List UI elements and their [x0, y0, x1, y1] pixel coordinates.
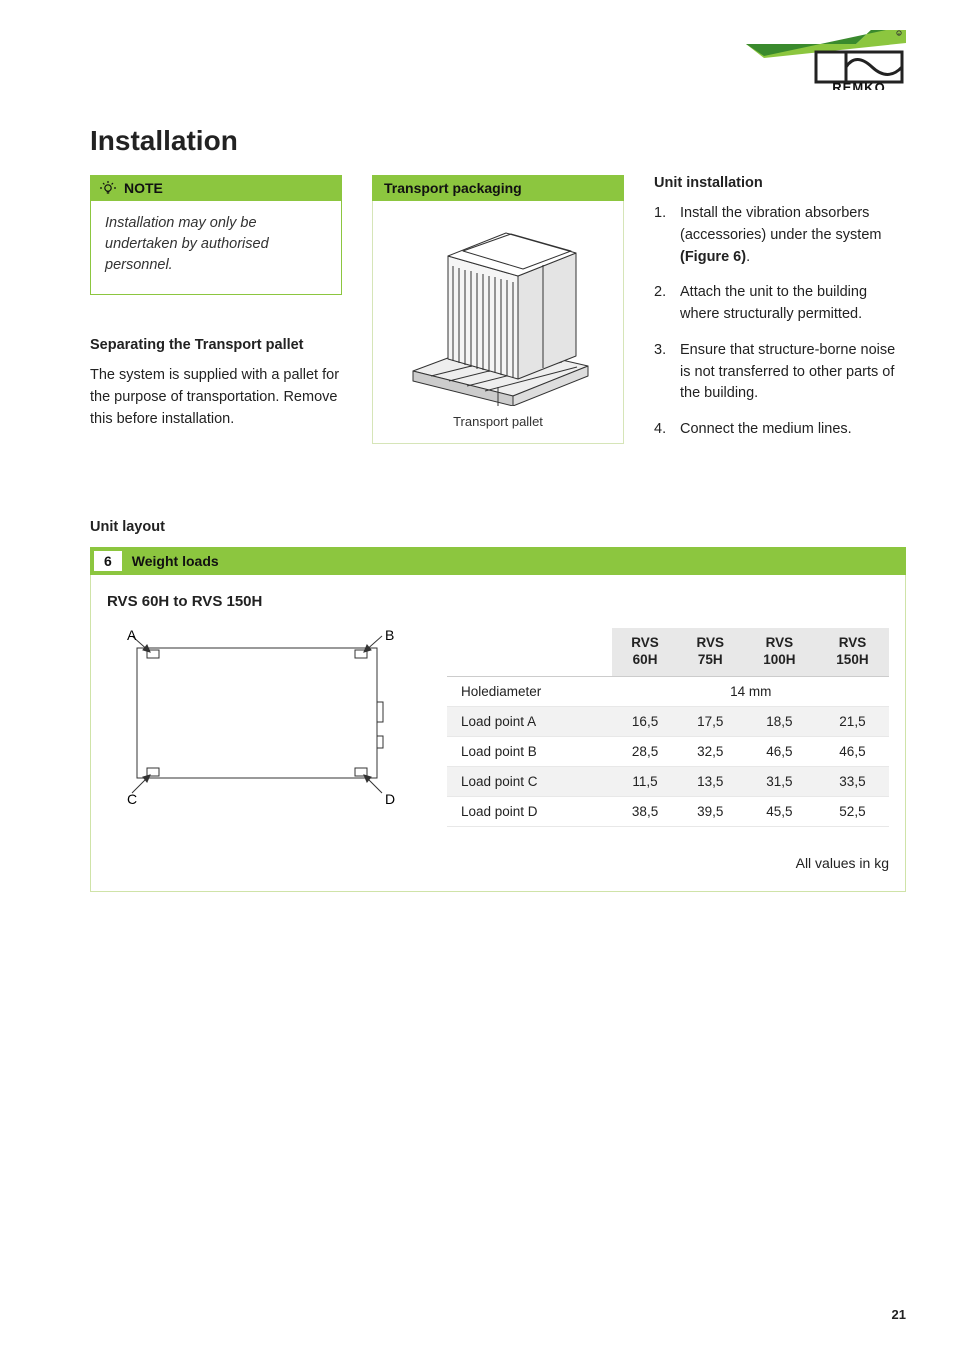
- brand-logo: R REMKO: [746, 30, 906, 90]
- model-range: RVS 60H to RVS 150H: [107, 593, 889, 610]
- table-row: Load point C11,513,531,533,5: [447, 766, 889, 796]
- figure-box: RVS 60H to RVS 150H: [90, 575, 906, 892]
- install-title: Unit installation: [654, 175, 906, 191]
- load-point-diagram: A B C D: [107, 628, 407, 811]
- install-step-text: Install the vibration absorbers (accesso…: [680, 203, 906, 268]
- install-steps: 1.Install the vibration absorbers (acces…: [654, 203, 906, 441]
- diagram-header: Transport packaging: [372, 175, 624, 201]
- table-cell: 11,5: [612, 766, 677, 796]
- install-step-text: Attach the unit to the building where st…: [680, 282, 906, 326]
- diagram-caption: Transport pallet: [383, 414, 613, 429]
- install-step-text: Connect the medium lines.: [680, 419, 852, 441]
- page-title: Installation: [90, 125, 906, 157]
- table-row: Load point D38,539,545,552,5: [447, 796, 889, 826]
- column-middle: Transport packaging: [372, 175, 624, 455]
- table-row-label: Load point D: [447, 796, 612, 826]
- table-cell: 21,5: [816, 706, 889, 736]
- lightbulb-icon: [100, 180, 116, 196]
- table-row-label: Load point B: [447, 736, 612, 766]
- table-cell: 46,5: [816, 736, 889, 766]
- table-cell: 18,5: [743, 706, 816, 736]
- install-step: 2.Attach the unit to the building where …: [654, 282, 906, 326]
- table-cell: 16,5: [612, 706, 677, 736]
- table-cell: 38,5: [612, 796, 677, 826]
- diagram-body: Transport pallet: [372, 201, 624, 444]
- table-row-label: Holediameter: [447, 676, 612, 706]
- table-column-header: RVS75H: [678, 628, 743, 676]
- weight-loads-table: RVS60HRVS75HRVS100HRVS150H Holediameter1…: [447, 628, 889, 827]
- install-step-text: Ensure that structure-borne noise is not…: [680, 340, 906, 405]
- table-cell: 14 mm: [612, 676, 889, 706]
- table-row-label: Load point A: [447, 706, 612, 736]
- note-header: NOTE: [90, 175, 342, 201]
- table-cell: 52,5: [816, 796, 889, 826]
- install-step: 3.Ensure that structure-borne noise is n…: [654, 340, 906, 405]
- pallet-title: Separating the Transport pallet: [90, 337, 342, 353]
- table-footer: All values in kg: [107, 855, 889, 871]
- install-step: 4.Connect the medium lines.: [654, 419, 906, 441]
- unit-layout-heading: Unit layout: [90, 519, 906, 535]
- figure-number: 6: [94, 551, 122, 571]
- svg-text:B: B: [385, 628, 394, 643]
- note-label: NOTE: [124, 180, 163, 196]
- pallet-text: The system is supplied with a pallet for…: [90, 365, 342, 430]
- table-row-label: Load point C: [447, 766, 612, 796]
- table-row: Load point B28,532,546,546,5: [447, 736, 889, 766]
- install-step: 1.Install the vibration absorbers (acces…: [654, 203, 906, 268]
- table-row: Holediameter14 mm: [447, 676, 889, 706]
- table-column-header: RVS100H: [743, 628, 816, 676]
- table-cell: 39,5: [678, 796, 743, 826]
- page-number: 21: [892, 1307, 906, 1322]
- svg-text:REMKO: REMKO: [832, 80, 885, 90]
- column-left: NOTE Installation may only be undertaken…: [90, 175, 342, 455]
- table-cell: 13,5: [678, 766, 743, 796]
- table-cell: 45,5: [743, 796, 816, 826]
- table-column-header: [447, 628, 612, 676]
- table-cell: 31,5: [743, 766, 816, 796]
- figure-title: Weight loads: [132, 553, 219, 569]
- table-cell: 32,5: [678, 736, 743, 766]
- table-column-header: RVS150H: [816, 628, 889, 676]
- note-body: Installation may only be undertaken by a…: [90, 201, 342, 295]
- svg-text:A: A: [127, 628, 137, 643]
- svg-text:D: D: [385, 791, 395, 807]
- table-cell: 33,5: [816, 766, 889, 796]
- figure-bar: 6 Weight loads: [90, 547, 906, 575]
- table-cell: 28,5: [612, 736, 677, 766]
- table-cell: 46,5: [743, 736, 816, 766]
- table-row: Load point A16,517,518,521,5: [447, 706, 889, 736]
- column-right: Unit installation 1.Install the vibratio…: [654, 175, 906, 455]
- table-cell: 17,5: [678, 706, 743, 736]
- transport-packaging-illustration: [393, 211, 603, 406]
- table-column-header: RVS60H: [612, 628, 677, 676]
- svg-text:C: C: [127, 791, 137, 807]
